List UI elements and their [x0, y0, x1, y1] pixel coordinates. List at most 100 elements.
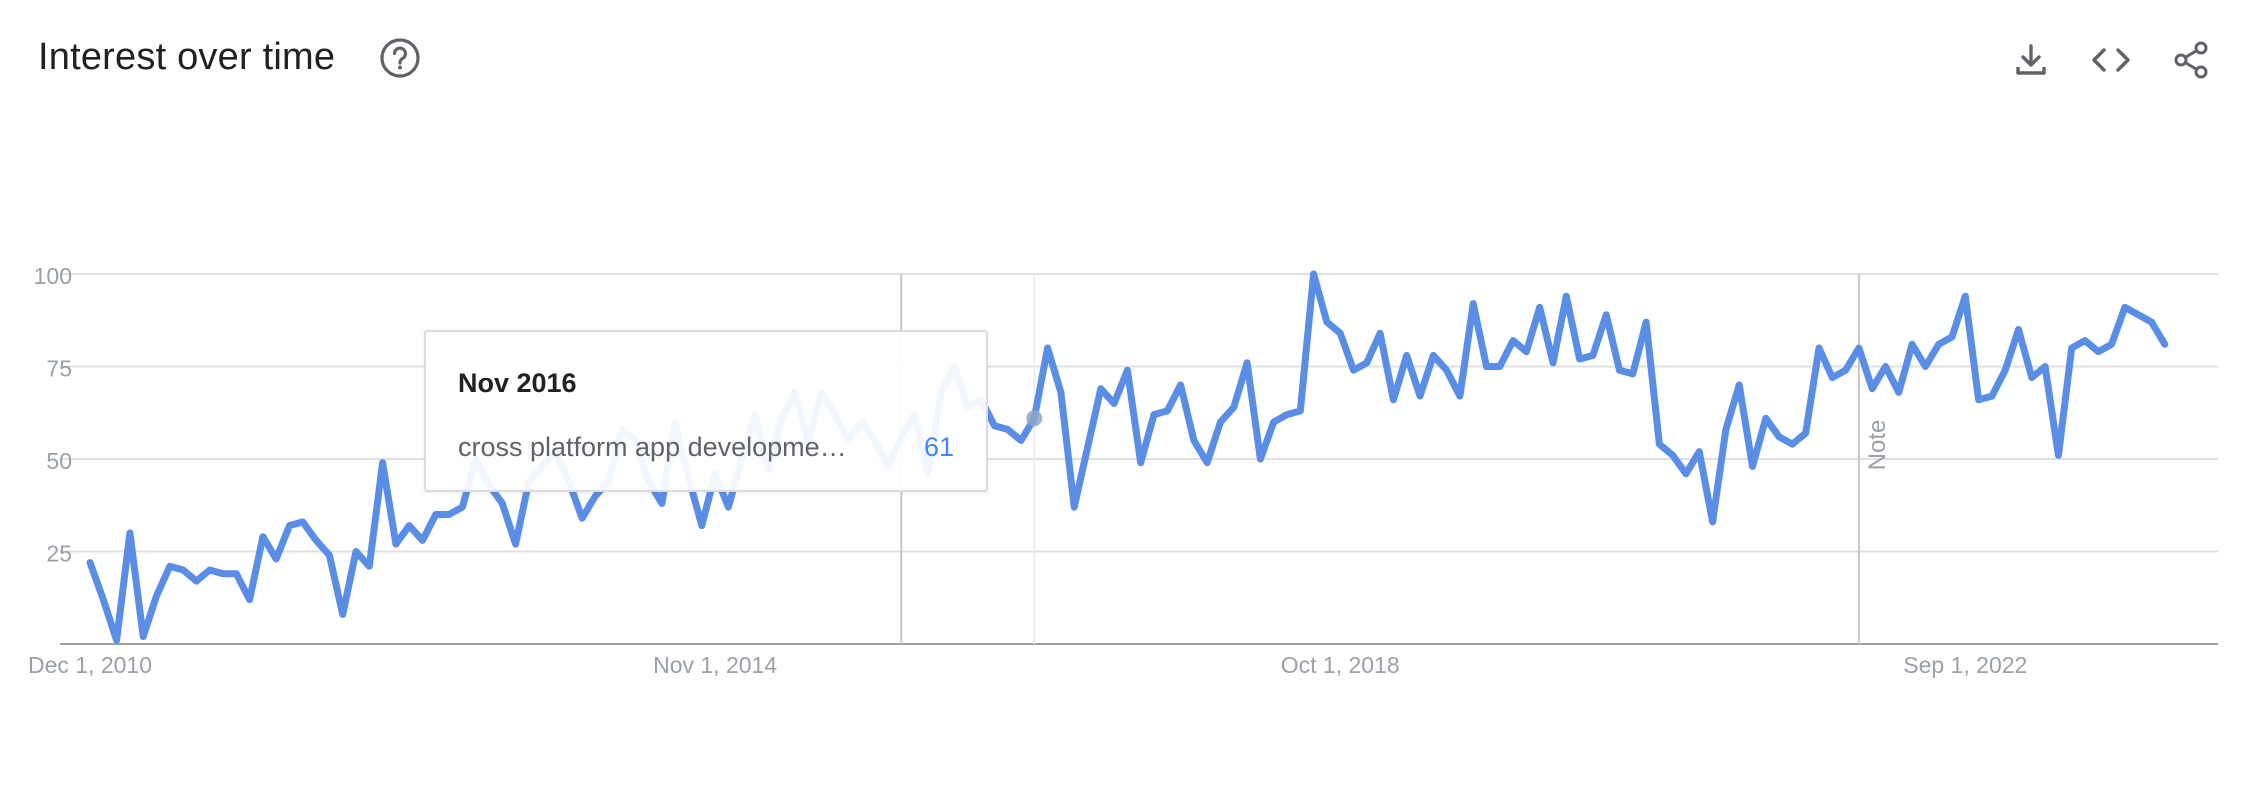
data-point[interactable]: [1816, 345, 1822, 351]
data-point[interactable]: [1138, 460, 1144, 466]
data-point[interactable]: [1244, 360, 1250, 366]
data-point[interactable]: [1404, 352, 1410, 358]
data-point[interactable]: [1257, 456, 1263, 462]
data-point[interactable]: [1789, 441, 1795, 447]
data-point[interactable]: [1204, 460, 1210, 466]
data-point[interactable]: [1377, 330, 1383, 336]
data-point[interactable]: [1763, 415, 1769, 421]
data-point[interactable]: [1484, 364, 1490, 370]
data-point[interactable]: [140, 634, 146, 640]
data-point[interactable]: [1124, 367, 1130, 373]
data-point[interactable]: [459, 504, 465, 510]
data-point[interactable]: [2149, 319, 2155, 325]
data-point[interactable]: [2055, 452, 2061, 458]
data-point[interactable]: [1071, 504, 1077, 510]
data-point[interactable]: [287, 523, 293, 529]
data-point[interactable]: [1444, 367, 1450, 373]
data-point[interactable]: [1936, 341, 1942, 347]
data-point[interactable]: [340, 611, 346, 617]
share-icon[interactable]: [2169, 38, 2213, 82]
data-point[interactable]: [1843, 367, 1849, 373]
data-point[interactable]: [313, 537, 319, 543]
data-point[interactable]: [1563, 293, 1569, 299]
data-point[interactable]: [1896, 389, 1902, 395]
data-point[interactable]: [1311, 271, 1317, 277]
annotation-note-label[interactable]: Note: [1864, 420, 1891, 471]
data-point[interactable]: [1178, 382, 1184, 388]
data-point[interactable]: [1696, 449, 1702, 455]
data-point[interactable]: [1670, 452, 1676, 458]
data-point[interactable]: [1962, 293, 1968, 299]
data-point[interactable]: [659, 500, 665, 506]
data-point[interactable]: [273, 556, 279, 562]
data-point[interactable]: [513, 541, 519, 547]
data-point[interactable]: [1710, 519, 1716, 525]
data-point[interactable]: [1151, 412, 1157, 418]
code-embed-icon[interactable]: [2089, 38, 2133, 82]
data-point[interactable]: [1005, 426, 1011, 432]
data-point[interactable]: [1909, 341, 1915, 347]
help-circle-icon[interactable]: [378, 36, 422, 80]
data-point[interactable]: [1271, 419, 1277, 425]
data-point[interactable]: [1869, 386, 1875, 392]
data-point[interactable]: [1045, 345, 1051, 351]
data-point[interactable]: [353, 549, 359, 555]
data-point[interactable]: [1949, 334, 1955, 340]
data-point[interactable]: [1191, 438, 1197, 444]
data-point[interactable]: [1390, 397, 1396, 403]
data-point[interactable]: [154, 593, 160, 599]
data-point[interactable]: [1497, 364, 1503, 370]
data-point[interactable]: [1297, 408, 1303, 414]
data-point[interactable]: [1337, 330, 1343, 336]
data-point[interactable]: [87, 560, 93, 566]
data-point[interactable]: [1976, 397, 1982, 403]
data-point[interactable]: [1883, 364, 1889, 370]
data-point[interactable]: [725, 504, 731, 510]
data-point[interactable]: [180, 567, 186, 573]
series-line-cross-platform-app-development[interactable]: [86, 270, 2169, 644]
data-point[interactable]: [380, 460, 386, 466]
data-point[interactable]: [446, 512, 452, 518]
data-point[interactable]: [127, 530, 133, 536]
data-point[interactable]: [167, 563, 173, 569]
highlight-point[interactable]: [1026, 410, 1043, 427]
data-point[interactable]: [420, 537, 426, 543]
data-point[interactable]: [366, 563, 372, 569]
data-point[interactable]: [579, 515, 585, 521]
data-point[interactable]: [406, 523, 412, 529]
data-point[interactable]: [1776, 434, 1782, 440]
data-point[interactable]: [1736, 382, 1742, 388]
data-point[interactable]: [393, 541, 399, 547]
data-point[interactable]: [1989, 393, 1995, 399]
data-point[interactable]: [1803, 430, 1809, 436]
data-point[interactable]: [220, 571, 226, 577]
data-point[interactable]: [1510, 338, 1516, 344]
data-point[interactable]: [2029, 375, 2035, 381]
data-point[interactable]: [1550, 360, 1556, 366]
data-point[interactable]: [326, 552, 332, 558]
data-point[interactable]: [1351, 367, 1357, 373]
data-point[interactable]: [207, 567, 213, 573]
data-point[interactable]: [1218, 419, 1224, 425]
data-point[interactable]: [193, 578, 199, 584]
data-point[interactable]: [1085, 445, 1091, 451]
data-point[interactable]: [2069, 345, 2075, 351]
data-point[interactable]: [2109, 341, 2115, 347]
data-point[interactable]: [2095, 349, 2101, 355]
data-point[interactable]: [2016, 327, 2022, 333]
data-point[interactable]: [1164, 408, 1170, 414]
data-point[interactable]: [1723, 426, 1729, 432]
data-point[interactable]: [1603, 312, 1609, 318]
data-point[interactable]: [1324, 319, 1330, 325]
data-point[interactable]: [1470, 301, 1476, 307]
data-point[interactable]: [699, 523, 705, 529]
data-point[interactable]: [1577, 356, 1583, 362]
data-point[interactable]: [1630, 371, 1636, 377]
data-point[interactable]: [1829, 375, 1835, 381]
data-point[interactable]: [300, 519, 306, 525]
data-point[interactable]: [433, 512, 439, 518]
data-point[interactable]: [1111, 401, 1117, 407]
download-icon[interactable]: [2009, 38, 2053, 82]
data-point[interactable]: [1656, 441, 1662, 447]
